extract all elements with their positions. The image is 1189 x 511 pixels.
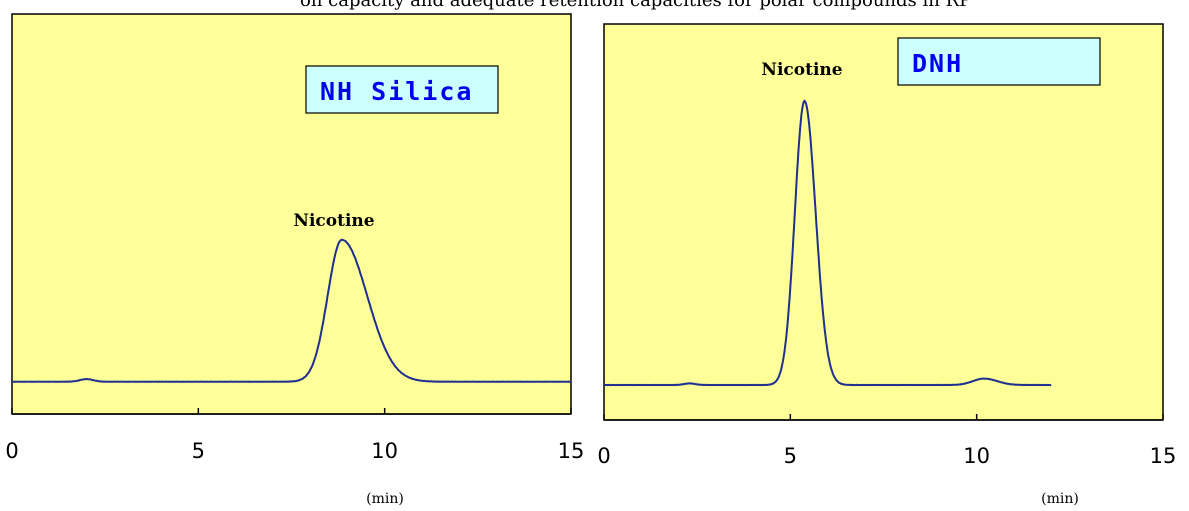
x-tick-label: 5 bbox=[192, 439, 205, 463]
chromatogram-nh-silica: 0 5 10 15 (min) Nicotine NH Silica bbox=[5, 13, 584, 507]
x-tick-label: 10 bbox=[963, 444, 990, 468]
chromatogram-dnh: 0 5 10 15 (min) Nicotine DNH bbox=[597, 23, 1176, 507]
x-axis-unit-label: (min) bbox=[1041, 491, 1079, 507]
x-axis: 0 5 10 15 bbox=[597, 414, 1176, 468]
legend-box bbox=[305, 65, 499, 114]
x-tick-label: 0 bbox=[5, 439, 18, 463]
peak-label-nicotine: Nicotine bbox=[293, 211, 374, 231]
x-tick-label: 10 bbox=[371, 439, 398, 463]
legend-label: DNH bbox=[912, 49, 963, 78]
legend-label: NH Silica bbox=[320, 77, 473, 106]
peak-label-nicotine: Nicotine bbox=[761, 60, 842, 80]
x-tick-label: 15 bbox=[558, 439, 585, 463]
x-axis: 0 5 10 15 bbox=[5, 408, 584, 463]
legend-box bbox=[897, 37, 1101, 86]
x-tick-label: 15 bbox=[1150, 444, 1177, 468]
x-tick-label: 5 bbox=[784, 444, 797, 468]
chromatogram-trace bbox=[603, 99, 1052, 387]
chromatogram-trace bbox=[11, 238, 571, 383]
plot-area bbox=[603, 23, 1164, 421]
x-axis-unit-label: (min) bbox=[366, 491, 404, 507]
x-tick-label: 0 bbox=[597, 444, 610, 468]
header-text-fragment: on capacity and adequate retention capac… bbox=[300, 0, 971, 11]
